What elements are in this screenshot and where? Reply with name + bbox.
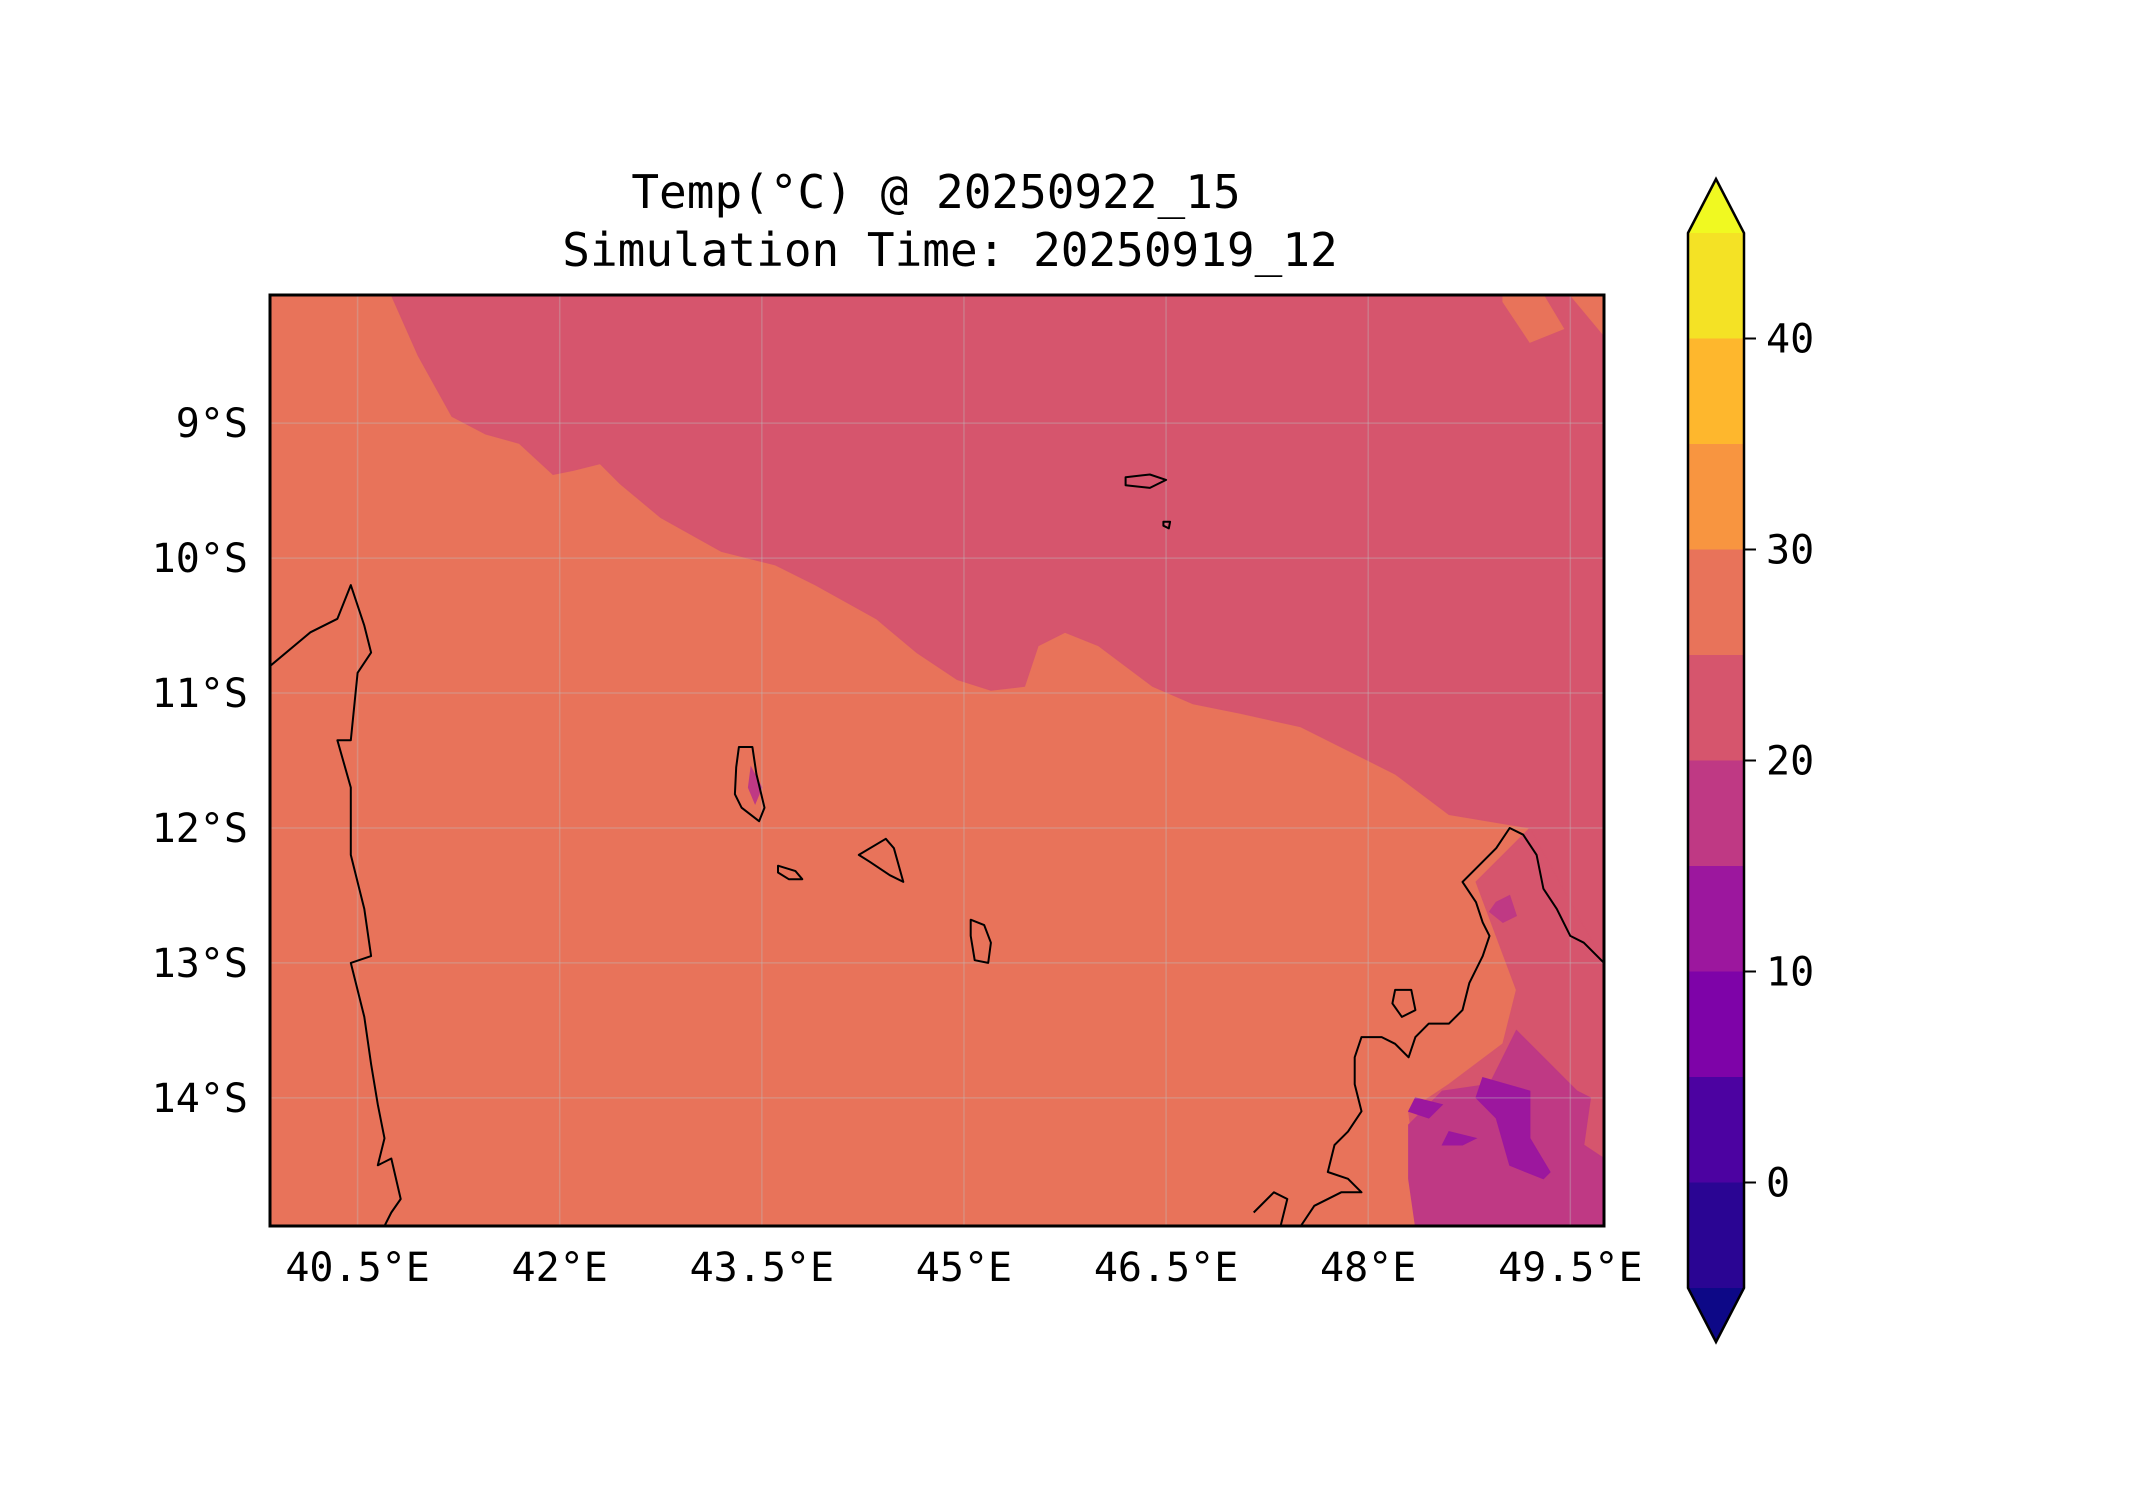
colorbar-segment [1688, 444, 1744, 550]
longitude-tick-label: 48°E [1320, 1245, 1416, 1291]
longitude-tick-label: 43.5°E [690, 1245, 835, 1291]
colorbar-tick-label: 30 [1766, 528, 1814, 574]
colorbar-segment [1688, 1182, 1744, 1288]
coastline-grande-comore-outline [733, 746, 766, 823]
coastlines [270, 473, 1604, 1226]
coastline-aldabra-outline [1124, 473, 1168, 489]
latitude-tick-label: 10°S [152, 536, 248, 582]
longitude-tick-labels: 40.5°E 42°E 43.5°E 45°E 46.5°E 48°E 49.5°E [285, 1245, 1642, 1291]
plot-subtitle: Simulation Time: 20250919_12 [562, 223, 1337, 277]
latitude-tick-label: 14°S [152, 1076, 248, 1122]
region-seychelles-warm-25-30 [1502, 295, 1565, 343]
colorbar-outline [1686, 176, 1746, 1345]
region-madagascar-10-15-c [1407, 1097, 1444, 1119]
coastline-madagascar-west-islet [1252, 1191, 1289, 1226]
colorbar-segment [1688, 338, 1744, 444]
map-frame [268, 293, 1606, 1228]
latitude-tick-label: 12°S [152, 806, 248, 852]
colorbar-segment [1688, 549, 1744, 655]
colorbar-over-extend [1688, 179, 1744, 233]
region-madagascar-10-15 [1475, 1076, 1551, 1180]
longitude-tick-label: 45°E [916, 1245, 1012, 1291]
map-panel: 40.5°E 42°E 43.5°E 45°E 46.5°E 48°E 49.5°E 9°S… [152, 293, 1643, 1291]
colorbar-tick-label: 0 [1766, 1161, 1790, 1207]
colorbar-segment [1688, 971, 1744, 1077]
region-ocean-cool-20-25 [390, 295, 1604, 964]
colorbar-tick-label: 20 [1766, 739, 1814, 785]
longitude-tick-label: 49.5°E [1498, 1245, 1643, 1291]
region-seychelles-warm-25-30-b [1569, 295, 1604, 337]
coastline-african-coast [270, 584, 402, 1226]
colorbar-tick-label: 40 [1766, 317, 1814, 363]
plot-title: Temp(°C) @ 20250922_15 [631, 165, 1240, 219]
coastline-moheli-outline [777, 864, 804, 881]
colorbar: 0 10 20 30 40 [1686, 176, 1814, 1345]
colorbar-under-extend [1688, 1288, 1744, 1342]
gridlines [270, 295, 1604, 1226]
coastline-nosy-be-outline [1391, 988, 1417, 1018]
colorbar-segment [1688, 866, 1744, 972]
latitude-tick-label: 11°S [152, 671, 248, 717]
coastline-assumption-outline [1162, 520, 1172, 530]
colorbar-segment [1688, 233, 1744, 339]
latitude-tick-labels: 9°S 10°S 11°S 12°S 13°S 14°S [152, 401, 248, 1122]
coastline-anjouan-outline [857, 837, 905, 883]
longitude-tick-label: 46.5°E [1094, 1245, 1239, 1291]
longitude-tick-label: 42°E [512, 1245, 608, 1291]
colorbar-segment [1688, 760, 1744, 866]
colorbar-segment [1688, 655, 1744, 761]
colorbar-segment [1688, 1077, 1744, 1183]
longitude-tick-label: 40.5°E [285, 1245, 430, 1291]
coastline-mayotte-outline [969, 918, 992, 964]
region-madagascar-north-15-20 [1488, 894, 1518, 923]
coastline-madagascar-north-outline [1299, 827, 1604, 1226]
latitude-tick-label: 9°S [176, 401, 248, 447]
latitude-tick-label: 13°S [152, 941, 248, 987]
region-madagascar-10-15-b [1441, 1131, 1478, 1146]
colorbar-tick-label: 10 [1766, 950, 1814, 996]
